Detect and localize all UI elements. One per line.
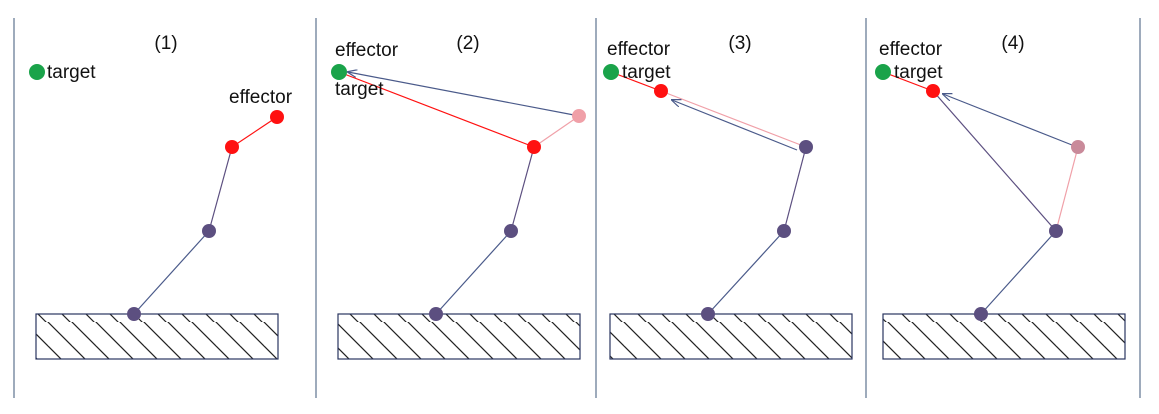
panel-3-base: [609, 313, 853, 360]
panel-2-bone-1: [435, 230, 512, 315]
panel-2-ghost-effector: [572, 109, 586, 123]
panel-3-bone-2: [783, 146, 807, 232]
panel-3-joint-3: [799, 140, 813, 154]
panel-3: (3) effector target: [603, 33, 853, 360]
panel-1-effector-label: effector: [229, 87, 293, 108]
panel-3-effector-label: effector: [607, 39, 671, 60]
panel-4-effector-bone: [882, 71, 934, 92]
panel-4-base: [882, 313, 1126, 360]
panel-4-target: [875, 64, 891, 80]
panel-4-new-bone: [932, 90, 1057, 232]
panel-1-joint-2: [202, 224, 216, 238]
panel-3-root-joint: [701, 307, 715, 321]
panel-3-number: (3): [728, 33, 751, 54]
panel-3-arrow: [672, 100, 798, 151]
panel-2-ghost-bone: [533, 115, 580, 148]
panel-4-ghost-bone: [1055, 146, 1079, 232]
panel-2: (2) effector target: [331, 33, 586, 360]
panel-1-effector: [270, 110, 284, 124]
panel-1: (1) target effector: [29, 33, 293, 360]
panel-3-joint-2: [777, 224, 791, 238]
panel-1-number: (1): [154, 33, 177, 54]
panel-2-joint-2: [504, 224, 518, 238]
panel-2-effector-label: effector: [335, 40, 399, 61]
panel-4-arrow: [943, 94, 1073, 146]
panel-1-bone-1: [133, 230, 210, 315]
panel-4-joint-2: [1049, 224, 1063, 238]
panel-4-number: (4): [1001, 33, 1024, 54]
panel-1-bone-3: [231, 116, 278, 148]
panel-4-bone-1: [980, 230, 1057, 315]
panel-1-target-label: target: [47, 62, 96, 83]
panel-2-number: (2): [456, 33, 479, 54]
panel-3-target: [603, 64, 619, 80]
panel-2-target-label: target: [335, 79, 384, 100]
panel-4-effector-label: effector: [879, 39, 943, 60]
panel-2-arrow: [348, 72, 575, 116]
panel-2-base: [337, 313, 581, 360]
panel-3-ghost-bone: [660, 90, 807, 148]
panel-2-target: [331, 64, 347, 80]
panel-4-moved-joint: [926, 84, 940, 98]
panel-3-moved-joint: [654, 84, 668, 98]
panel-4-root-joint: [974, 307, 988, 321]
panel-1-bone-2: [208, 146, 233, 232]
panel-3-effector-bone: [610, 71, 662, 92]
panel-3-bone-1: [707, 230, 785, 315]
panel-4: (4) effector target: [875, 33, 1126, 360]
panel-3-target-label: target: [622, 62, 671, 83]
panel-2-joint-3: [527, 140, 541, 154]
panel-1-joint-3: [225, 140, 239, 154]
panel-1-base: [35, 313, 279, 360]
panel-1-target: [29, 64, 45, 80]
panel-2-bone-2: [510, 146, 535, 232]
panel-1-root-joint: [127, 307, 141, 321]
panel-4-target-label: target: [894, 62, 943, 83]
panel-4-ghost-joint: [1071, 140, 1085, 154]
panel-2-root-joint: [429, 307, 443, 321]
panel-2-new-bone: [338, 71, 535, 148]
